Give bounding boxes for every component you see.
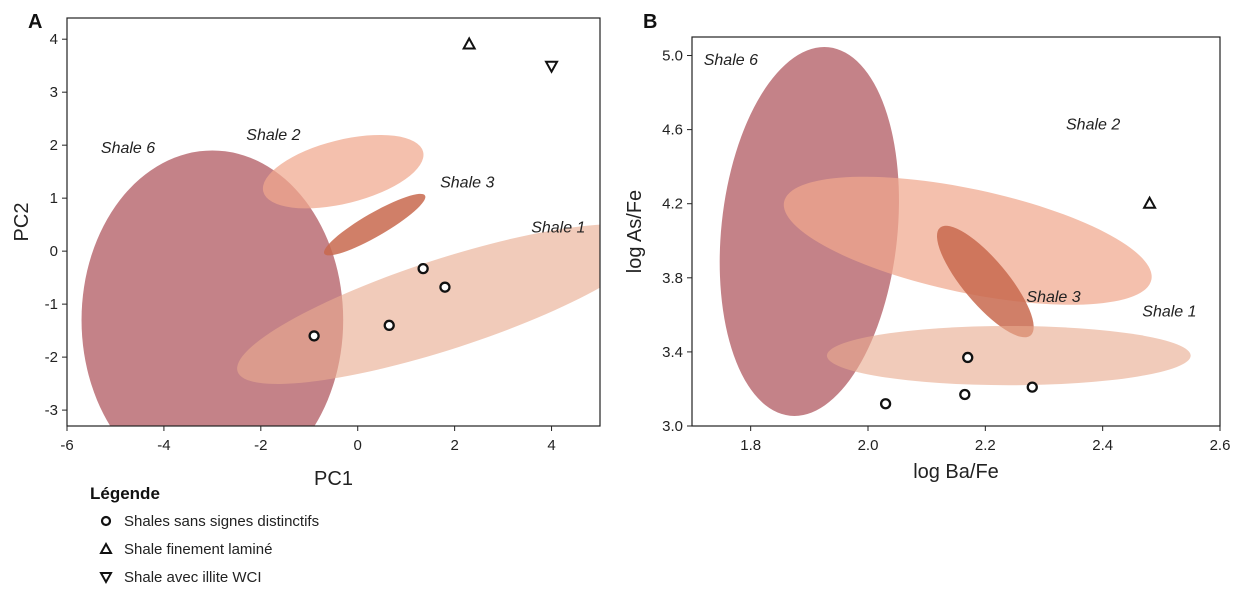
x-tick-label: -6: [60, 437, 73, 454]
data-point: [461, 36, 477, 50]
data-point: [417, 262, 429, 275]
panel-a: -6 -4 -2 0 2 4 -3 -2 -1 0 1 2 3 4 Shale 6 Shale 2 Shale …: [11, 11, 601, 490]
x-tick-label: 1.8: [740, 437, 761, 454]
regions: [81, 134, 600, 426]
region-label: Shale 6: [704, 52, 758, 69]
y-tick-label: -1: [45, 296, 58, 313]
x-tick-label: 2.4: [1092, 437, 1113, 454]
x-axis-title: log Ba/Fe: [913, 461, 999, 483]
x-tick-label: 2.6: [1210, 437, 1231, 454]
data-point: [308, 330, 320, 342]
circle-marker-icon: [100, 515, 112, 527]
legend: Légende Shales sans signes distinctifs S…: [90, 484, 510, 594]
region-label: Shale 6: [101, 140, 155, 157]
region-label: Shale 3: [1026, 289, 1080, 306]
y-tick-label: -2: [45, 349, 58, 366]
y-tick-label: 3.0: [662, 418, 683, 435]
x-axis-title: PC1: [314, 468, 353, 490]
y-tick-label: 4: [50, 31, 58, 48]
region-shale-3: [323, 193, 426, 256]
legend-item-label: Shales sans signes distinctifs: [124, 512, 320, 530]
legend-item-circle: Shales sans signes distinctifs: [90, 510, 510, 532]
y-tick-label: 3.8: [662, 270, 683, 287]
y-tick-label: 5.0: [662, 48, 683, 65]
data-point: [439, 281, 451, 293]
region-shale-1: [237, 224, 600, 384]
x-tick-label: 2: [450, 437, 458, 454]
regions: [719, 47, 1191, 416]
plot-frame: [66, 17, 601, 427]
data-point: [879, 398, 892, 410]
y-tick-label: 0: [50, 243, 58, 260]
y-tick-label: 2: [50, 137, 58, 154]
y-tick-label: 1: [50, 190, 58, 207]
panel-label: B: [643, 11, 657, 33]
y-axis-title: log As/Fe: [624, 190, 646, 273]
panel-label: A: [28, 11, 42, 33]
y-tick-label: -3: [45, 402, 58, 419]
data-point: [544, 60, 559, 74]
x-tick-label: -4: [157, 437, 170, 454]
y-tick-label: 4.2: [662, 196, 683, 213]
data-point: [1142, 195, 1157, 209]
region-label: Shale 3: [440, 175, 494, 192]
legend-item-triangle-up: Shale finement laminé: [90, 538, 510, 560]
y-axis-title: PC2: [11, 203, 33, 242]
triangle-up-marker-icon: [99, 541, 113, 554]
data-point: [962, 351, 974, 364]
data-point: [383, 319, 395, 331]
legend-item-label: Shale avec illite WCI: [124, 568, 262, 586]
legend-item-label: Shale finement laminé: [124, 540, 273, 558]
y-tick-label: 3.4: [662, 344, 683, 361]
data-point: [1026, 381, 1038, 393]
y-tick-label: 4.6: [662, 122, 683, 139]
x-tick-label: 2.0: [858, 437, 879, 454]
region-shale-3: [936, 225, 1034, 338]
x-tick-label: -2: [254, 437, 267, 454]
region-label: Shale 1: [1142, 304, 1196, 321]
region-shale-2: [262, 134, 424, 209]
region-label: Shale 2: [1066, 117, 1120, 134]
triangle-down-marker-icon: [99, 572, 113, 585]
legend-title: Légende: [90, 484, 160, 503]
x-tick-label: 4: [547, 437, 555, 454]
legend-item-triangle-down: Shale avec illite WCI: [90, 566, 510, 588]
region-shale-1: [826, 325, 1191, 386]
data-point: [959, 388, 971, 401]
plot-frame: [691, 36, 1221, 427]
panel-b: 1.8 2.0 2.2 2.4 2.6 3.0 3.4 3.8 4.2 4.6 5.0 Shale 6…: [624, 11, 1230, 483]
region-label: Shale 1: [531, 220, 585, 237]
y-tick-label: 3: [50, 84, 58, 101]
x-tick-label: 0: [354, 437, 362, 454]
x-tick-label: 2.2: [975, 437, 996, 454]
region-label: Shale 2: [246, 127, 300, 144]
